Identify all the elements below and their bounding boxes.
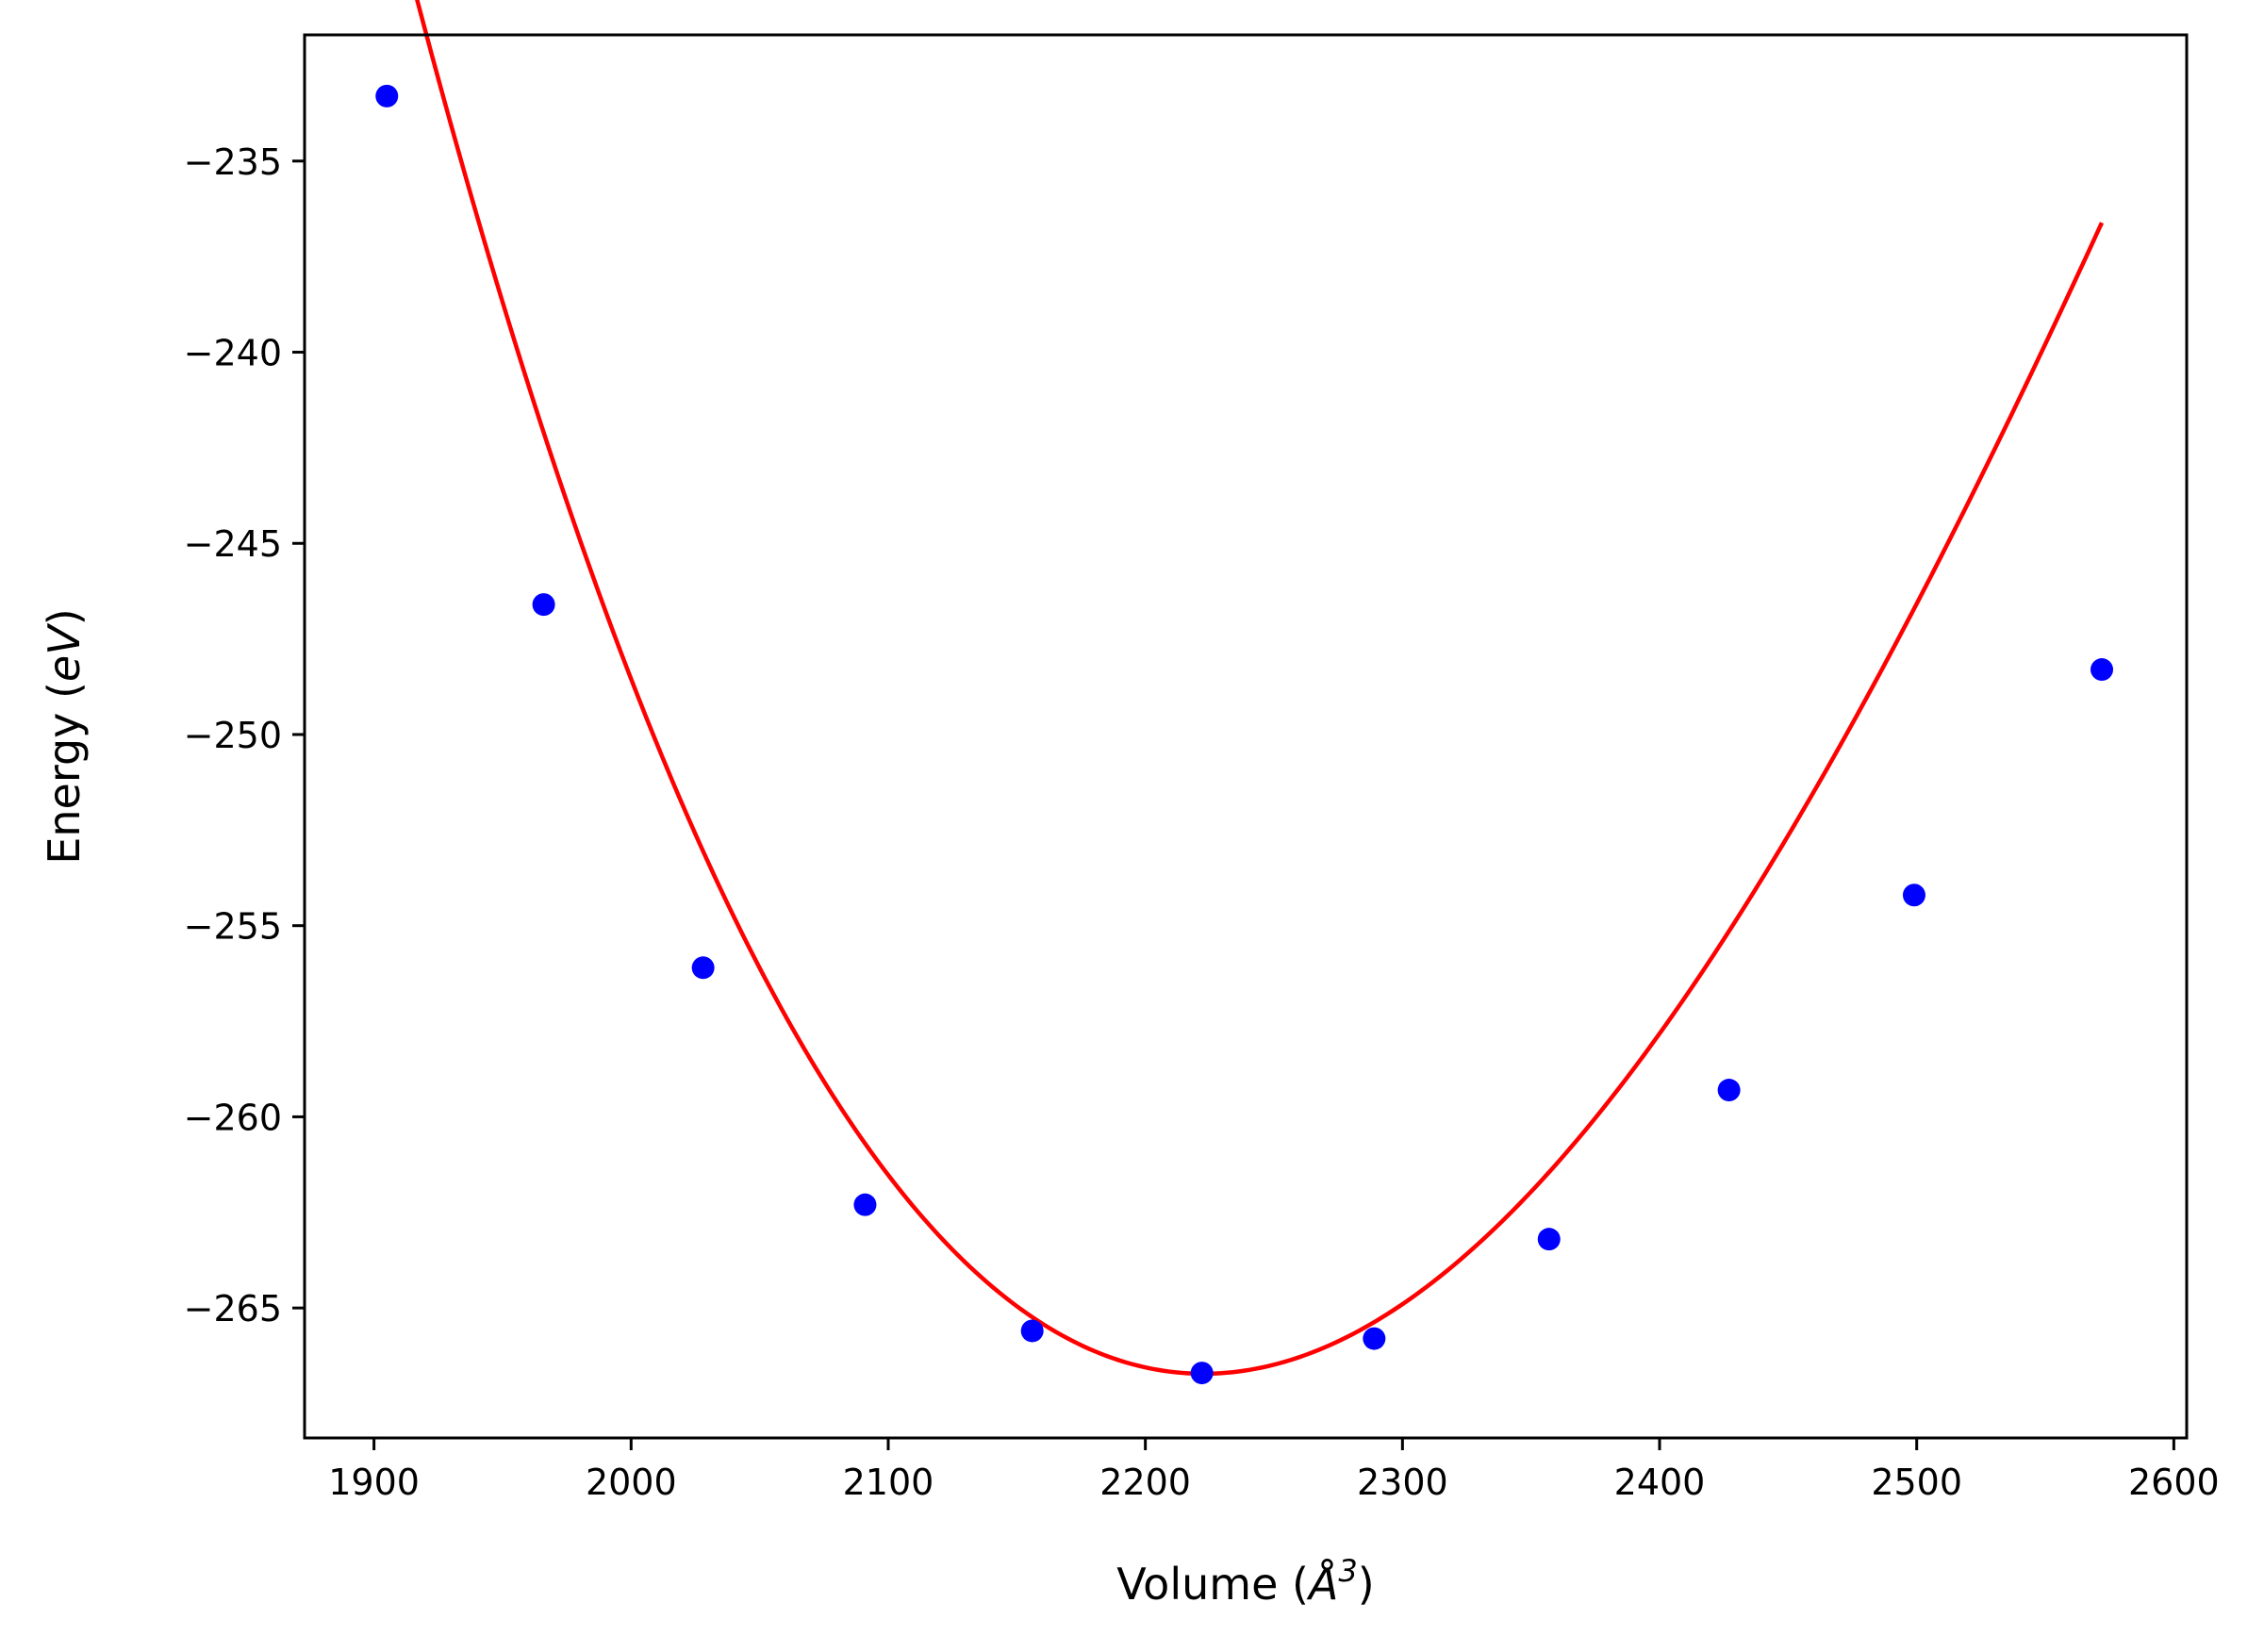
data-point <box>375 84 399 107</box>
y-tick-label: −250 <box>184 715 282 756</box>
x-tick-label: 2600 <box>2128 1462 2220 1503</box>
x-tick-label: 2500 <box>1871 1462 1962 1503</box>
data-point <box>2090 658 2114 682</box>
y-tick-label: −255 <box>184 906 282 948</box>
y-tick-label: −240 <box>184 333 282 374</box>
x-tick-label: 2000 <box>586 1462 677 1503</box>
data-points-layer <box>375 84 2114 1385</box>
data-point <box>853 1193 877 1216</box>
y-tick-label: −235 <box>184 141 282 183</box>
data-point <box>691 956 715 980</box>
x-tick-label: 2300 <box>1357 1462 1448 1503</box>
x-tick-label: 2200 <box>1099 1462 1191 1503</box>
plot-area-frame <box>303 33 2189 1440</box>
fit-curve-line <box>415 0 2105 1377</box>
data-point <box>1190 1362 1214 1385</box>
x-axis-ticks: 1900 2000 2100 2200 2300 2400 2500 2600 <box>328 1438 2220 1503</box>
y-tick-label: −260 <box>184 1097 282 1138</box>
y-axis-label: Energy (eV) <box>39 608 90 864</box>
x-tick-label: 1900 <box>328 1462 420 1503</box>
y-axis-ticks: −235 −240 −245 −250 −255 −260 −265 <box>184 141 305 1330</box>
x-axis-label: Volume (Å3) <box>1116 1553 1374 1610</box>
x-tick-label: 2400 <box>1614 1462 1706 1503</box>
data-point <box>1717 1079 1741 1102</box>
y-tick-label: −245 <box>184 523 282 565</box>
data-point <box>532 593 555 617</box>
data-point <box>1020 1319 1044 1343</box>
data-point <box>1902 884 1925 907</box>
data-point <box>1537 1228 1561 1251</box>
y-tick-label: −265 <box>184 1288 282 1330</box>
data-point <box>1363 1327 1386 1350</box>
fit-curve-layer <box>415 0 2105 1377</box>
x-tick-label: 2100 <box>843 1462 934 1503</box>
